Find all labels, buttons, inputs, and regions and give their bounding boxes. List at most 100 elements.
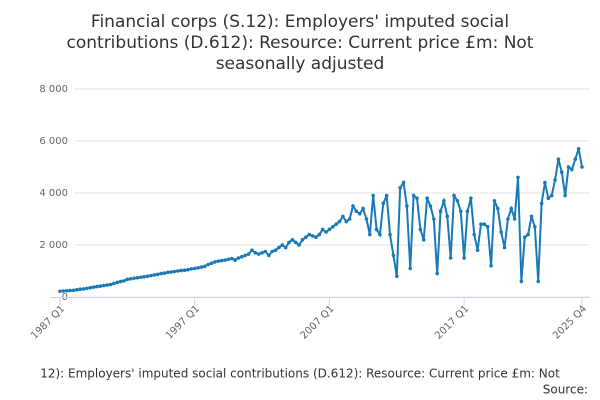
point [283, 245, 288, 250]
point [475, 248, 480, 252]
point [81, 287, 86, 291]
point [408, 266, 413, 271]
point [216, 259, 221, 263]
point [304, 235, 308, 239]
point [162, 271, 167, 275]
point [371, 193, 376, 198]
point [496, 206, 500, 211]
point [260, 251, 264, 255]
point [512, 217, 517, 221]
y-tick-label: 4 000 [39, 188, 68, 199]
point [485, 225, 490, 229]
point [489, 264, 493, 268]
point [105, 283, 109, 287]
y-tick-label: 2 000 [39, 240, 68, 251]
point [61, 289, 66, 293]
point [263, 249, 268, 254]
point [219, 258, 224, 263]
point [573, 157, 578, 161]
point [179, 268, 184, 273]
point [330, 225, 335, 229]
point [233, 258, 237, 262]
point [519, 279, 524, 284]
point [310, 234, 315, 238]
point [273, 248, 278, 252]
x-tick-label: 2007 Q1 [299, 303, 337, 341]
point [203, 264, 207, 269]
point [374, 227, 379, 232]
footer-title: 12): Employers' imputed social contribut… [40, 367, 560, 381]
point [465, 209, 470, 213]
point [539, 201, 544, 206]
point [293, 240, 298, 245]
source: Source: [543, 383, 588, 397]
point [253, 251, 258, 255]
point [543, 180, 547, 185]
point [337, 219, 342, 224]
point [381, 201, 386, 206]
point [280, 243, 285, 247]
point [297, 243, 301, 247]
point [418, 227, 423, 232]
x-tick-label: 1987 Q1 [29, 303, 67, 341]
point [128, 277, 133, 281]
point [421, 238, 426, 242]
point [442, 199, 446, 203]
point [206, 262, 210, 267]
point [388, 232, 392, 237]
point [189, 267, 194, 271]
point [256, 252, 261, 256]
point [287, 240, 291, 245]
point [240, 254, 244, 259]
point [549, 193, 554, 198]
point [516, 175, 520, 180]
x-tick-label: 2017 Q1 [433, 303, 471, 341]
point [368, 232, 372, 237]
point [401, 180, 406, 185]
point [277, 245, 281, 250]
point [415, 196, 419, 200]
point [425, 196, 429, 200]
point [267, 253, 271, 258]
series-line [59, 148, 583, 293]
point [364, 217, 369, 221]
point [135, 275, 140, 280]
point [68, 288, 72, 293]
point [435, 271, 439, 276]
point [236, 256, 241, 260]
point [223, 258, 227, 262]
chart-title: contributions (D.612): Resource: Current… [67, 33, 534, 53]
point [492, 199, 497, 203]
point [78, 287, 83, 292]
point [391, 253, 396, 258]
y-tick-label: 8 000 [39, 84, 68, 95]
point [71, 288, 76, 293]
point [432, 217, 436, 221]
point [506, 217, 510, 221]
point [108, 282, 113, 287]
point [159, 271, 163, 276]
point [556, 157, 561, 161]
point [411, 193, 416, 198]
point [243, 253, 248, 258]
point [75, 287, 79, 292]
point [149, 273, 153, 278]
point [152, 273, 157, 277]
point [250, 248, 254, 252]
point [213, 260, 217, 264]
point [317, 232, 322, 237]
point [384, 193, 389, 198]
point [559, 170, 564, 174]
point [125, 277, 130, 282]
point [209, 261, 214, 266]
point [522, 235, 527, 239]
point [172, 269, 177, 274]
point [576, 147, 581, 151]
point [533, 225, 537, 229]
point [145, 274, 150, 279]
point [85, 286, 89, 291]
point [469, 196, 473, 200]
point [122, 279, 126, 283]
point [58, 289, 62, 294]
